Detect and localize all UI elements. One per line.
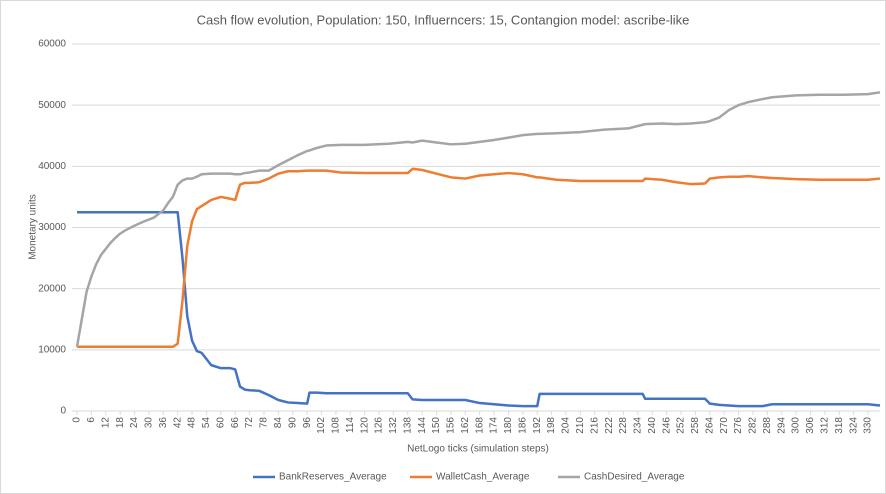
x-tick-label: 288 [762, 417, 773, 434]
chart-title: Cash flow evolution, Population: 150, In… [197, 12, 690, 27]
x-tick-label: 138 [402, 417, 413, 434]
x-tick-label: 114 [345, 417, 356, 433]
y-tick-label: 60000 [38, 39, 66, 50]
x-tick-label: 210 [575, 417, 586, 434]
x-axis-label: NetLogo ticks (simulation steps) [407, 444, 549, 455]
x-tick-label: 180 [503, 417, 514, 434]
x-tick-label: 12 [100, 417, 111, 429]
y-tick-label: 0 [60, 406, 66, 417]
x-tick-label: 234 [633, 417, 644, 434]
y-tick-label: 40000 [38, 161, 66, 172]
x-tick-label: 48 [187, 417, 198, 429]
x-tick-label: 30 [144, 417, 155, 429]
x-tick-label: 24 [129, 417, 140, 429]
x-tick-label: 300 [791, 417, 802, 434]
x-tick-label: 60 [215, 417, 226, 429]
x-tick-label: 282 [748, 417, 759, 434]
line-series [75, 91, 881, 347]
x-tick-label: 240 [647, 417, 658, 434]
x-tick-label: 36 [158, 417, 169, 429]
x-tick-label: 168 [474, 417, 485, 434]
x-tick-label: 96 [302, 417, 313, 429]
y-tick-label: 20000 [38, 283, 66, 294]
x-tick-label: 6 [86, 417, 97, 423]
x-tick-label: 264 [704, 417, 715, 434]
legend-label: CashDesired_Average [584, 472, 685, 483]
x-tick-label: 126 [374, 417, 385, 434]
x-tick-label: 18 [115, 417, 126, 429]
x-tick-label: 144 [417, 417, 428, 434]
x-tick-label: 312 [820, 417, 831, 434]
x-tick-label: 174 [489, 417, 500, 434]
x-tick-label: 162 [460, 417, 471, 434]
line-series [77, 210, 881, 408]
x-tick-label: 156 [446, 417, 457, 434]
x-tick-label: 198 [546, 417, 557, 434]
x-tick-label: 270 [719, 417, 730, 434]
x-tick-label: 66 [230, 417, 241, 429]
x-tick-label: 204 [561, 417, 572, 434]
x-tick-label: 84 [273, 417, 284, 429]
legend-label: BankReserves_Average [279, 472, 387, 483]
x-tick-label: 324 [848, 417, 859, 434]
legend-label: WalletCash_Average [436, 472, 530, 483]
y-tick-label: 30000 [38, 222, 66, 233]
x-tick-label: 102 [316, 417, 327, 434]
x-tick-label: 78 [259, 417, 270, 429]
x-tick-label: 330 [863, 417, 874, 434]
x-tick-label: 42 [172, 417, 183, 429]
x-tick-label: 54 [201, 417, 212, 429]
x-tick-label: 0 [72, 417, 83, 423]
x-tick-label: 72 [244, 417, 255, 429]
line-series [77, 167, 881, 349]
x-tick-label: 150 [431, 417, 442, 434]
x-tick-label: 90 [287, 417, 298, 429]
x-tick-label: 246 [661, 417, 672, 434]
x-tick-label: 306 [805, 417, 816, 434]
x-tick-label: 132 [388, 417, 399, 434]
x-tick-label: 258 [690, 417, 701, 434]
x-tick-label: 108 [331, 417, 342, 434]
y-tick-label: 50000 [38, 100, 66, 111]
x-tick-label: 186 [517, 417, 528, 434]
x-tick-label: 216 [589, 417, 600, 434]
y-axis-label: Monetary units [28, 194, 39, 260]
x-tick-label: 192 [532, 417, 543, 434]
x-tick-label: 294 [776, 417, 787, 434]
x-tick-label: 252 [676, 417, 687, 434]
x-tick-label: 120 [359, 417, 370, 434]
y-tick-label: 10000 [38, 344, 66, 355]
x-tick-label: 276 [733, 417, 744, 434]
x-tick-label: 222 [604, 417, 615, 434]
x-tick-label: 228 [618, 417, 629, 434]
x-tick-label: 318 [834, 417, 845, 434]
